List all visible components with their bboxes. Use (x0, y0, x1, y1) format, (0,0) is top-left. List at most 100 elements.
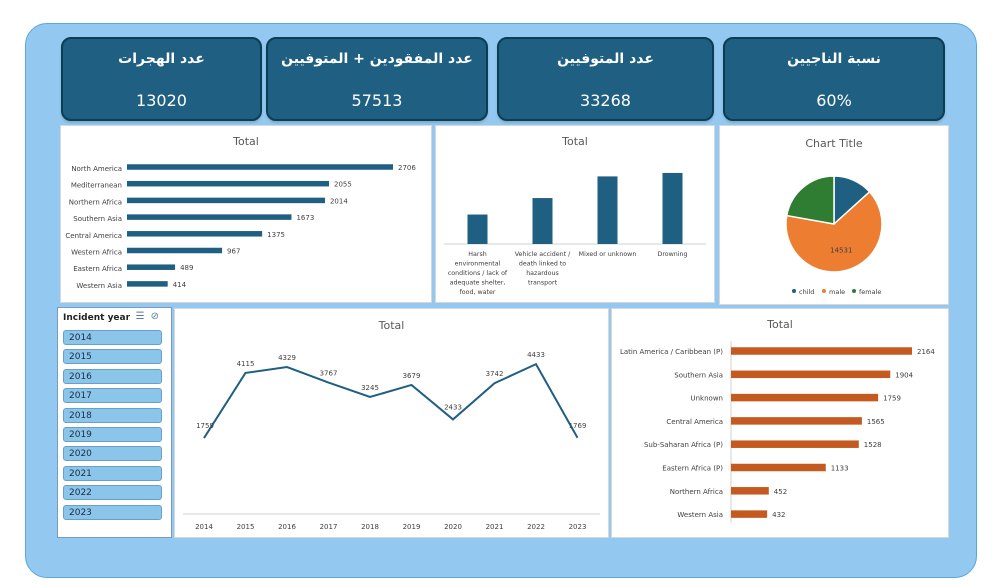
kpi-missing-dead-card: عدد المفقودين + المتوفيين 57513 (266, 37, 488, 121)
kpi-missing-dead-title: عدد المفقودين + المتوفيين (281, 51, 473, 67)
data-label: 4433 (527, 351, 545, 359)
region-orange-bar-chart: Latin America / Caribbean (P) 2164 Souther… (620, 341, 935, 523)
bar (731, 393, 879, 402)
slicer-item-2023[interactable]: 2023 (63, 504, 162, 520)
slicer-item-2016[interactable]: 2016 (63, 368, 162, 384)
bar (127, 197, 325, 204)
data-label: 4115 (237, 360, 255, 368)
data-label: 967 (227, 248, 240, 256)
data-label: 432 (772, 511, 785, 519)
category-label: Western Africa (71, 249, 122, 257)
slicer-item-2022[interactable]: 2022 (63, 485, 162, 501)
pie-slice-male (785, 190, 883, 273)
series-line (203, 362, 579, 439)
x-tick-label: 2019 (403, 523, 421, 531)
slicer-item-2019[interactable]: 2019 (63, 427, 162, 442)
kpi-dead-title: عدد المتوفيين (557, 51, 654, 67)
category-label: Sub-Saharan Africa (P) (644, 441, 723, 449)
category-label: Eastern Africa (P) (662, 465, 723, 473)
slicer-item-2018[interactable]: 2018 (63, 407, 162, 423)
x-tick-label: 2021 (486, 523, 504, 531)
data-label: 489 (180, 264, 193, 272)
pie-slice-female (785, 175, 835, 225)
category-label: Drowning (657, 251, 687, 258)
data-label: 1759 (883, 395, 901, 403)
data-label: 3679 (403, 372, 421, 380)
bar (731, 440, 859, 448)
x-tick-label: 2023 (569, 523, 587, 531)
yearly-line-chart-panel: Total 1759 2014 4115 2015 4329 2016 3767 2017 32… (174, 308, 609, 538)
kpi-migrations-value: 13020 (136, 91, 187, 110)
bar (731, 417, 862, 425)
category-label: Latin America / Caribbean (P) (620, 348, 723, 356)
data-label: 3767 (320, 370, 338, 378)
category-label: Harsh environmental conditions / lack of ad… (448, 251, 508, 296)
data-label: 1375 (267, 231, 285, 239)
region-orange-bar-chart-panel: Total Latin America / Caribbean (P) 2164 S… (611, 308, 949, 538)
category-label: Western Asia (677, 511, 723, 519)
kpi-survivors-card: نسبة الناجيين 60% (723, 37, 945, 121)
legend-label: child (799, 288, 814, 296)
category-label: Central America (65, 232, 122, 240)
kpi-survivors-value: 60% (816, 91, 852, 110)
kpi-migrations-card: عدد الهجرات 13020 (61, 37, 262, 121)
multi-select-icon[interactable]: ☰ (135, 311, 151, 322)
slicer-item-2020[interactable]: 2020 (63, 446, 162, 462)
slicer-item-2021[interactable]: 2021 (63, 465, 162, 481)
chart-title: Total (233, 135, 259, 148)
data-label: 14531 (830, 246, 852, 254)
slicer-item-2017[interactable]: 2017 (63, 388, 162, 404)
category-label: Unknown (691, 395, 724, 403)
slicer-item-2014[interactable]: 2014 (63, 330, 162, 345)
category-label: Northern Africa (69, 198, 122, 206)
category-label: Central America (666, 418, 723, 426)
region-bar-chart-panel: Total North America 2706 Mediterranean 2055… (60, 125, 432, 303)
legend-marker (792, 289, 796, 293)
region-bar-chart: North America 2706 Mediterranean 2055 Northe… (65, 164, 416, 290)
yearly-line-chart: 1759 2014 4115 2015 4329 2016 3767 2017 3245 2018… (183, 351, 600, 531)
bar (597, 176, 618, 244)
gender-pie-chart: 14531 child male female (785, 175, 883, 296)
bar (731, 487, 769, 495)
category-label: Western Asia (76, 282, 122, 290)
slicer-item-2015[interactable]: 2015 (63, 349, 162, 365)
data-label: 1904 (895, 371, 913, 379)
data-label: 2706 (398, 164, 416, 172)
kpi-survivors-title: نسبة الناجيين (787, 51, 881, 67)
bar (127, 247, 223, 254)
slicer-title: Incident year (63, 313, 131, 323)
category-label: North America (71, 165, 122, 173)
category-label: Vehicle accident / death linked to hazardo… (515, 251, 571, 287)
bar (467, 214, 488, 244)
kpi-dead-card: عدد المتوفيين 33268 (497, 37, 714, 121)
legend-label: female (859, 288, 881, 296)
legend-marker (852, 289, 856, 293)
data-label: 4329 (278, 354, 296, 362)
bar (662, 172, 683, 244)
bar (127, 231, 263, 237)
x-tick-label: 2022 (527, 523, 545, 531)
incident-year-slicer: Incident year ☰⊘ 2014 2015 2016 2017 2018 201… (57, 307, 172, 538)
data-label: 2055 (334, 181, 352, 189)
category-label: Mediterranean (71, 182, 122, 190)
bar (127, 214, 292, 220)
category-label: Southern Asia (73, 215, 122, 223)
data-label: 1759 (196, 422, 214, 430)
data-label: 452 (774, 488, 787, 496)
category-label: Southern Asia (674, 371, 723, 379)
data-label: 1565 (867, 418, 885, 426)
pie-chart-panel: Chart Title 14531 child male female (719, 125, 949, 305)
x-tick-label: 2014 (195, 523, 213, 531)
bar (731, 370, 891, 379)
kpi-migrations-title: عدد الهجرات (118, 51, 205, 67)
x-tick-label: 2015 (237, 523, 255, 531)
data-label: 3245 (361, 384, 379, 392)
chart-title: Total (767, 318, 793, 331)
x-tick-label: 2020 (444, 523, 462, 531)
data-label: 2433 (444, 403, 462, 411)
bar (127, 180, 330, 187)
category-label: Eastern Africa (73, 265, 122, 273)
data-label: 1528 (864, 441, 882, 449)
clear-filter-icon[interactable]: ⊘ (150, 311, 165, 322)
cause-bar-chart: Harsh environmental conditions / lack of ad… (444, 172, 706, 296)
